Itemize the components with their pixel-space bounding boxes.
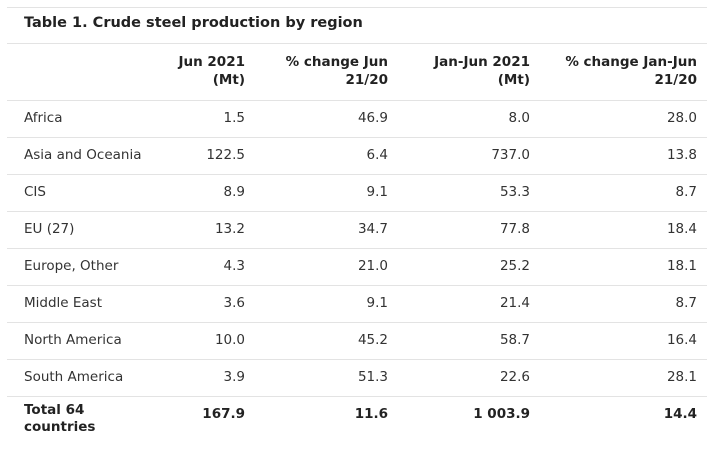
column-header: (Mt) [212, 72, 245, 88]
row-label: South America [24, 369, 124, 385]
cell-value: 122.5 [206, 147, 245, 163]
row-border [7, 211, 707, 212]
cell-value: 8.9 [223, 184, 245, 200]
cell-value: 77.8 [499, 221, 530, 237]
cell-value: 1.5 [223, 110, 245, 126]
cell-value: 167.9 [202, 406, 245, 422]
column-header: 21/20 [345, 72, 388, 88]
column-header: 21/20 [654, 72, 697, 88]
row-border [7, 285, 707, 286]
cell-value: 45.2 [357, 332, 388, 348]
cell-value: 4.3 [223, 258, 245, 274]
row-label: Europe, Other [24, 258, 119, 274]
cell-value: 18.1 [666, 258, 697, 274]
header-bottom-border [7, 100, 707, 101]
row-border [7, 248, 707, 249]
cell-value: 3.6 [223, 295, 245, 311]
row-label: Africa [24, 110, 63, 126]
row-label: Total 64 countries [24, 402, 96, 435]
cell-value: 8.7 [675, 184, 697, 200]
cell-value: 8.0 [508, 110, 530, 126]
cell-value: 18.4 [666, 221, 697, 237]
cell-value: 22.6 [499, 369, 530, 385]
row-border [7, 322, 707, 323]
row-label: CIS [24, 184, 46, 200]
cell-value: 6.4 [366, 147, 388, 163]
column-header: (Mt) [497, 72, 530, 88]
cell-value: 737.0 [491, 147, 530, 163]
cell-value: 25.2 [499, 258, 530, 274]
cell-value: 34.7 [357, 221, 388, 237]
row-border [7, 137, 707, 138]
cell-value: 16.4 [666, 332, 697, 348]
row-label: Asia and Oceania [24, 147, 142, 163]
cell-value: 58.7 [499, 332, 530, 348]
cell-value: 51.3 [357, 369, 388, 385]
cell-value: 13.8 [666, 147, 697, 163]
column-header: % change Jun [285, 54, 388, 70]
cell-value: 13.2 [214, 221, 245, 237]
header-border [7, 43, 707, 44]
cell-value: 1 003.9 [473, 406, 530, 422]
cell-value: 53.3 [499, 184, 530, 200]
row-border [7, 174, 707, 175]
cell-value: 9.1 [366, 184, 388, 200]
row-border [7, 359, 707, 360]
row-label: EU (27) [24, 221, 75, 237]
table-title: Table 1. Crude steel production by regio… [24, 15, 363, 31]
cell-value: 21.4 [499, 295, 530, 311]
row-label: North America [24, 332, 122, 348]
cell-value: 46.9 [357, 110, 388, 126]
top-border [7, 7, 707, 8]
cell-value: 28.1 [666, 369, 697, 385]
cell-value: 3.9 [223, 369, 245, 385]
row-border [7, 396, 707, 397]
column-header: Jun 2021 [178, 54, 245, 70]
cell-value: 21.0 [357, 258, 388, 274]
cell-value: 9.1 [366, 295, 388, 311]
cell-value: 8.7 [675, 295, 697, 311]
column-header: Jan-Jun 2021 [434, 54, 530, 70]
cell-value: 10.0 [214, 332, 245, 348]
cell-value: 14.4 [663, 406, 697, 422]
column-header: % change Jan-Jun [565, 54, 697, 70]
row-label: Middle East [24, 295, 103, 311]
cell-value: 11.6 [354, 406, 388, 422]
cell-value: 28.0 [666, 110, 697, 126]
